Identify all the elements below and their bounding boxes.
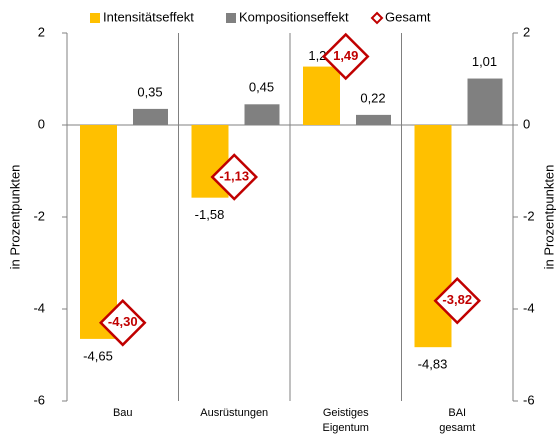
bar xyxy=(133,108,168,125)
data-label: 0,35 xyxy=(137,84,162,99)
y-tick-label: 2 xyxy=(38,24,45,39)
data-label: -1,58 xyxy=(195,207,225,222)
x-tick-label: BAI gesamt xyxy=(439,407,475,434)
y-tick-label: -2 xyxy=(33,208,45,223)
bar xyxy=(467,78,503,125)
x-tick-label: Geistiges Eigentum xyxy=(323,407,370,434)
legend-swatch xyxy=(226,13,236,23)
data-label: -4,30 xyxy=(108,314,138,329)
legend-marker xyxy=(370,11,384,25)
bar xyxy=(356,114,391,125)
marker xyxy=(433,276,482,325)
bar xyxy=(80,125,117,339)
bar xyxy=(303,66,340,125)
y2-axis-label: in Prozentpunkten xyxy=(541,165,556,270)
y-tick-label: -4 xyxy=(33,300,45,315)
data-label: -4,65 xyxy=(83,348,113,363)
y-tick-label: 0 xyxy=(38,116,45,131)
x-tick-label: Ausrüstungen xyxy=(200,407,268,419)
legend-swatch xyxy=(90,13,100,23)
legend-label: Gesamt xyxy=(385,9,431,24)
y-tick-label: -6 xyxy=(33,392,45,407)
marker xyxy=(98,299,147,347)
y2-tick-label: -4 xyxy=(523,300,535,315)
y2-tick-label: -2 xyxy=(523,208,535,223)
bar xyxy=(244,104,280,125)
legend-label: Intensitätseffekt xyxy=(103,9,194,24)
data-label: -3,82 xyxy=(442,292,472,307)
data-label: 1,01 xyxy=(472,54,497,69)
bar xyxy=(414,125,452,348)
legend-label: Kompositionseffekt xyxy=(239,9,349,24)
x-tick-label: Bau xyxy=(113,407,133,419)
y2-tick-label: 2 xyxy=(523,24,530,39)
marker xyxy=(210,153,259,201)
y2-tick-label: -6 xyxy=(523,392,535,407)
marker xyxy=(321,32,370,81)
data-label: -1,13 xyxy=(219,168,249,183)
y-axis-label: in Prozentpunkten xyxy=(7,165,22,270)
data-label: 0,45 xyxy=(249,80,274,95)
data-label: 1,49 xyxy=(333,48,358,63)
data-label: -4,83 xyxy=(418,357,448,372)
data-label: 0,22 xyxy=(360,90,385,105)
y2-tick-label: 0 xyxy=(523,116,530,131)
